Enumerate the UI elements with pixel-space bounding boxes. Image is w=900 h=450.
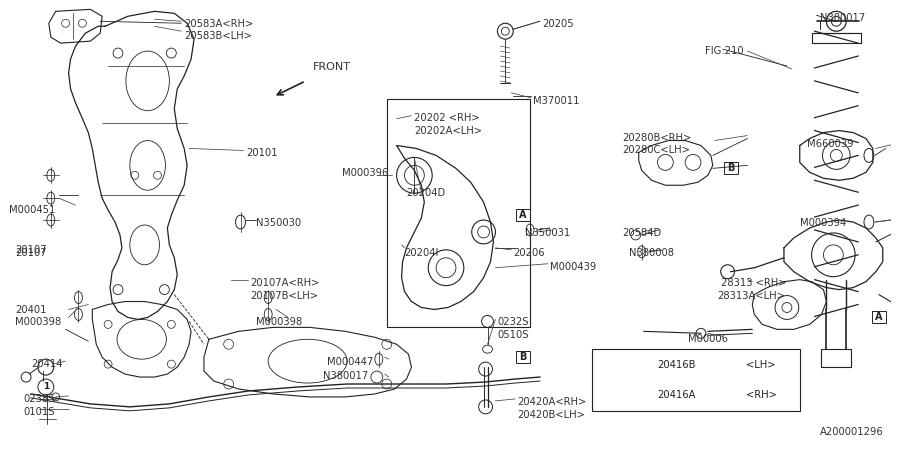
Bar: [872, 311, 886, 324]
Text: 20202A<LH>: 20202A<LH>: [414, 126, 482, 135]
Text: 20202 <RH>: 20202 <RH>: [414, 112, 480, 123]
Text: 28313A<LH>: 28313A<LH>: [717, 291, 786, 301]
Text: 20280B<RH>: 20280B<RH>: [622, 133, 691, 143]
Text: N350031: N350031: [525, 228, 571, 238]
Text: A200001296: A200001296: [820, 427, 883, 437]
Text: 0232S: 0232S: [498, 317, 529, 328]
Text: 0510S: 0510S: [498, 330, 529, 340]
Text: 20584D: 20584D: [622, 228, 662, 238]
Text: N380017: N380017: [322, 371, 368, 381]
Text: 0238S: 0238S: [23, 394, 55, 404]
Text: 20204D: 20204D: [407, 188, 446, 198]
Text: FRONT: FRONT: [312, 62, 351, 72]
Text: 1: 1: [608, 375, 616, 385]
Text: FIG.210: FIG.210: [705, 46, 743, 56]
Text: M000439: M000439: [550, 262, 596, 272]
Text: 20107: 20107: [15, 248, 47, 258]
Text: 20107A<RH>: 20107A<RH>: [250, 278, 320, 288]
Text: 20101: 20101: [247, 148, 278, 158]
Text: A: A: [519, 210, 526, 220]
Bar: [387, 99, 530, 327]
Text: M000398: M000398: [15, 317, 61, 328]
Text: N380017: N380017: [820, 14, 865, 23]
Text: M000398: M000398: [256, 317, 302, 328]
Text: 20401: 20401: [15, 305, 47, 315]
Text: N350030: N350030: [256, 218, 302, 228]
Text: M660039: M660039: [806, 139, 853, 148]
Text: 20583A<RH>: 20583A<RH>: [184, 19, 254, 29]
Text: <RH>: <RH>: [746, 391, 777, 401]
Text: M000394: M000394: [800, 218, 846, 228]
Text: 20416B: 20416B: [657, 360, 696, 369]
Bar: [517, 209, 530, 221]
Text: 1: 1: [42, 382, 49, 392]
Text: 28313 <RH>: 28313 <RH>: [721, 278, 787, 288]
Text: M000396: M000396: [342, 168, 389, 178]
Text: 20280C<LH>: 20280C<LH>: [622, 145, 689, 156]
Text: 0101S: 0101S: [23, 407, 55, 417]
Text: B: B: [519, 352, 526, 362]
Text: M000447: M000447: [328, 357, 373, 367]
Text: N380008: N380008: [629, 248, 674, 258]
Text: B: B: [727, 163, 734, 173]
Text: 20414: 20414: [31, 359, 62, 369]
Text: 20420B<LH>: 20420B<LH>: [518, 410, 585, 420]
Text: M370011: M370011: [533, 96, 580, 106]
Text: A: A: [875, 312, 883, 323]
Text: M000451: M000451: [9, 205, 56, 215]
Text: 20420A<RH>: 20420A<RH>: [518, 397, 587, 407]
Bar: [724, 162, 737, 174]
Text: 20206: 20206: [513, 248, 544, 258]
Bar: [592, 349, 800, 411]
Text: 20205: 20205: [542, 19, 573, 29]
Text: 20107: 20107: [15, 245, 47, 255]
Text: 20416A: 20416A: [657, 391, 696, 401]
Bar: [517, 351, 530, 363]
Text: <LH>: <LH>: [746, 360, 776, 369]
Text: 20583B<LH>: 20583B<LH>: [184, 31, 252, 41]
Text: 20107B<LH>: 20107B<LH>: [250, 291, 319, 301]
Text: M00006: M00006: [688, 334, 728, 344]
Text: 20204I: 20204I: [404, 248, 439, 258]
